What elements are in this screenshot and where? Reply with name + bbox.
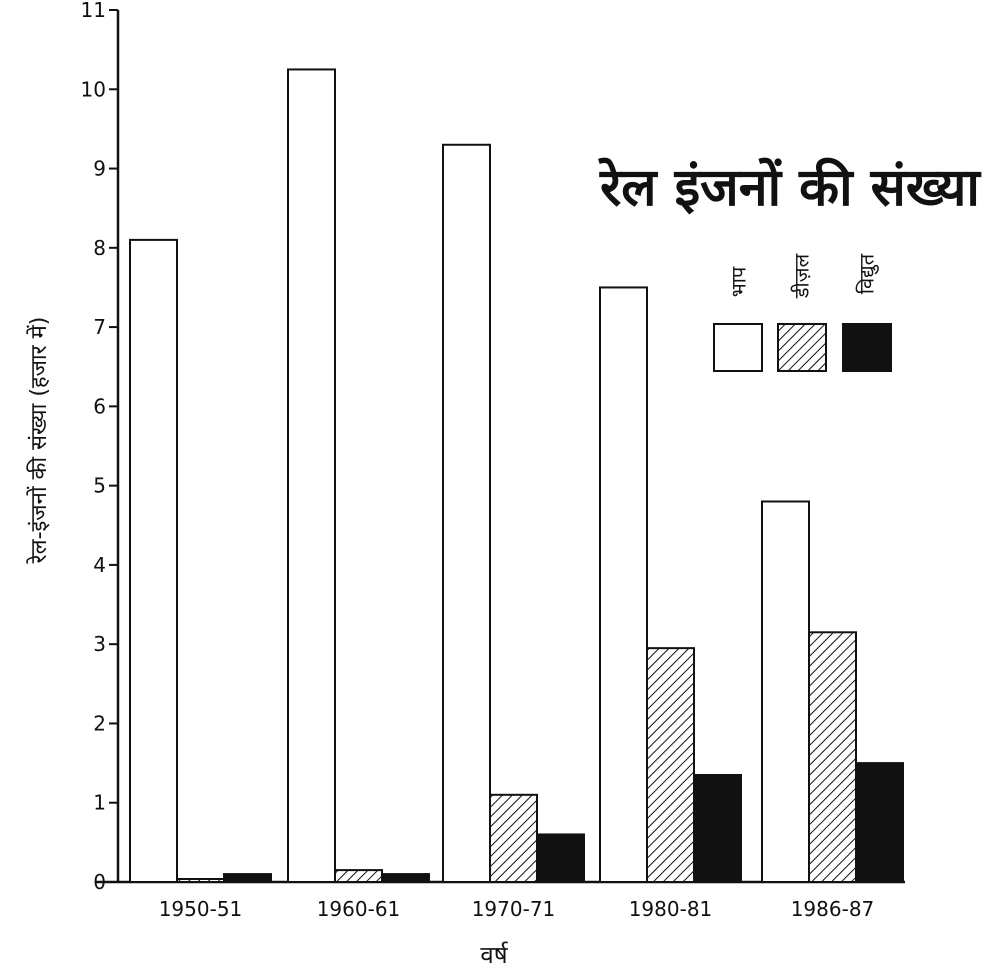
legend-swatch-1 [777,323,827,372]
bar-1986-87-भाप [761,500,810,883]
x-tick-label: 1986-87 [791,897,875,921]
bar-1980-81-भाप [599,286,648,884]
y-tick-label: 2 [93,711,106,735]
y-tick-label: 0 [93,870,106,894]
legend [713,323,892,372]
y-tick-label: 5 [93,474,106,498]
bar-1950-51-विद्युत [223,873,272,884]
y-tick-label: 7 [93,315,106,339]
y-tick-label: 6 [93,394,106,418]
x-tick-label: 1970-71 [472,897,556,921]
x-axis-label: वर्ष [480,941,508,969]
x-tick-label: 1980-81 [629,897,713,921]
y-tick-label: 3 [93,632,106,656]
y-axis-label: रेल-इंजनों की संख्या (हजार में) [27,316,52,564]
y-tick-label: 9 [93,157,106,181]
legend-swatch-0 [713,323,763,372]
y-tick-label: 8 [93,236,106,260]
chart-title: रेल इंजनों की संख्या [600,158,980,218]
bar-1986-87-डीज़ल [808,631,857,883]
bar-1986-87-विद्युत [855,762,904,883]
legend-label-diesel: डीज़ल [789,253,814,299]
bar-1980-81-डीज़ल [646,647,695,883]
legend-label-electric: विद्युत [854,253,879,295]
bar-1960-61-विद्युत [381,873,430,884]
bar-1950-51-डीज़ल [176,878,225,883]
x-tick-label: 1960-61 [317,897,401,921]
bar-1970-71-डीज़ल [489,793,538,883]
legend-swatch-2 [842,323,892,372]
bar-1960-61-भाप [287,68,336,884]
x-tick-label: 1950-51 [159,897,243,921]
bars: 1950-51 1960-61 1970-71 1980-81 1986-87 [129,68,904,921]
bar-1970-71-भाप [442,143,491,884]
y-tick-label: 4 [93,553,106,577]
bar-1970-71-विद्युत [536,833,585,883]
bar-1960-61-डीज़ल [334,869,383,883]
bar-1950-51-भाप [129,238,178,883]
y-tick-label: 10 [81,77,106,101]
y-tick-label: 11 [81,0,106,22]
legend-label-steam: भाप [726,266,751,298]
bar-1980-81-विद्युत [693,773,742,883]
y-tick-label: 1 [93,791,106,815]
